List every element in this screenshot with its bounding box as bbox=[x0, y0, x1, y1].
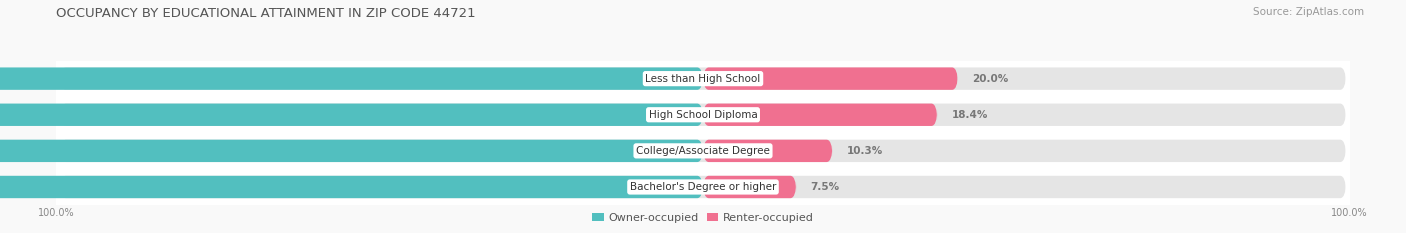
Text: Less than High School: Less than High School bbox=[645, 74, 761, 84]
FancyBboxPatch shape bbox=[703, 176, 796, 198]
FancyBboxPatch shape bbox=[0, 103, 703, 126]
Text: Bachelor's Degree or higher: Bachelor's Degree or higher bbox=[630, 182, 776, 192]
FancyBboxPatch shape bbox=[703, 67, 957, 90]
Text: OCCUPANCY BY EDUCATIONAL ATTAINMENT IN ZIP CODE 44721: OCCUPANCY BY EDUCATIONAL ATTAINMENT IN Z… bbox=[56, 7, 475, 20]
Text: 10.3%: 10.3% bbox=[846, 146, 883, 156]
FancyBboxPatch shape bbox=[703, 103, 938, 126]
FancyBboxPatch shape bbox=[0, 176, 703, 198]
FancyBboxPatch shape bbox=[703, 140, 832, 162]
Text: Source: ZipAtlas.com: Source: ZipAtlas.com bbox=[1253, 7, 1364, 17]
Text: 7.5%: 7.5% bbox=[810, 182, 839, 192]
Text: High School Diploma: High School Diploma bbox=[648, 110, 758, 120]
FancyBboxPatch shape bbox=[60, 67, 1346, 90]
FancyBboxPatch shape bbox=[60, 176, 1346, 198]
FancyBboxPatch shape bbox=[60, 140, 1346, 162]
Legend: Owner-occupied, Renter-occupied: Owner-occupied, Renter-occupied bbox=[588, 209, 818, 227]
FancyBboxPatch shape bbox=[60, 103, 1346, 126]
Text: 20.0%: 20.0% bbox=[972, 74, 1008, 84]
FancyBboxPatch shape bbox=[0, 67, 703, 90]
FancyBboxPatch shape bbox=[0, 140, 703, 162]
Text: College/Associate Degree: College/Associate Degree bbox=[636, 146, 770, 156]
Text: 18.4%: 18.4% bbox=[952, 110, 988, 120]
